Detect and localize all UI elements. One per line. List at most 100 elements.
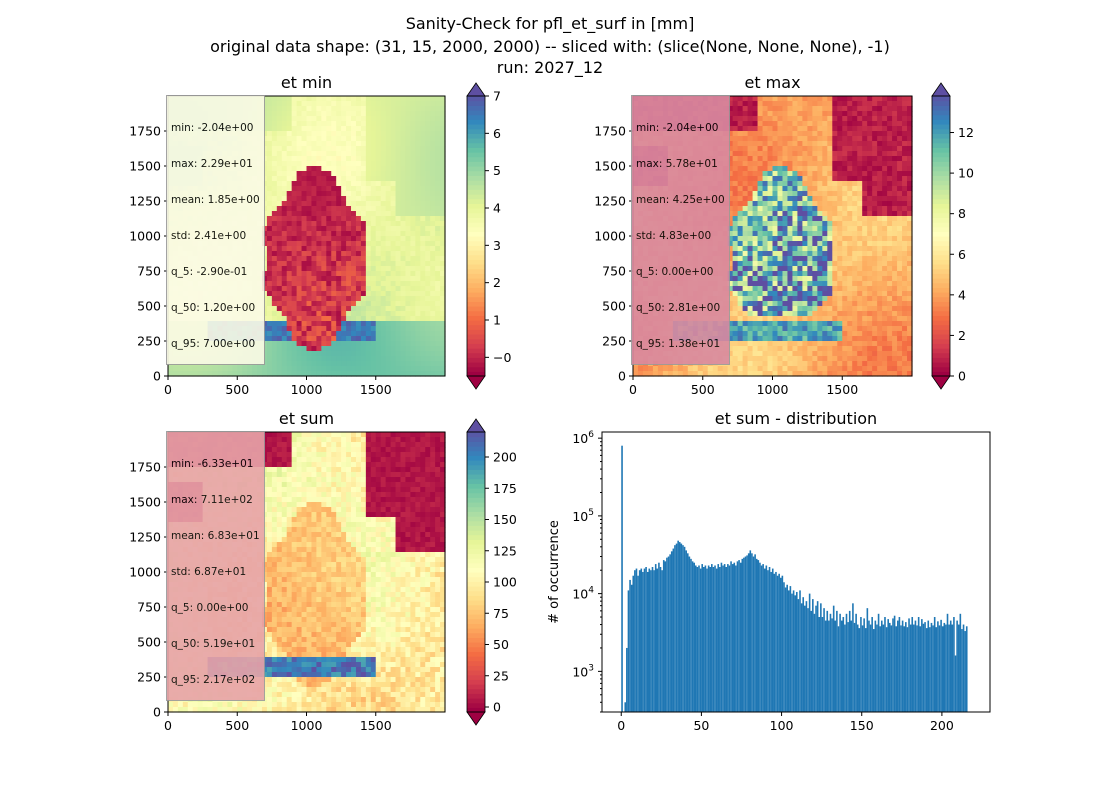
heatmap-cell xyxy=(355,251,362,257)
heatmap-cell xyxy=(817,116,823,122)
heatmap-cell xyxy=(892,216,898,222)
heatmap-cell xyxy=(757,171,764,177)
heatmap-cell xyxy=(742,216,749,222)
heatmap-cell xyxy=(296,111,303,117)
heatmap-cell xyxy=(346,326,352,332)
heatmap-cell xyxy=(360,306,367,312)
heatmap-cell xyxy=(752,221,759,227)
heatmap-cell xyxy=(882,146,888,152)
heatmap-cell xyxy=(360,256,367,262)
heatmap-cell xyxy=(355,171,362,177)
heatmap-cell xyxy=(370,266,377,272)
heatmap-cell xyxy=(792,201,799,207)
heatmap-cell xyxy=(370,321,377,327)
heatmap-cell xyxy=(767,156,774,162)
heatmap-cell xyxy=(281,101,288,107)
heatmap-cell xyxy=(395,306,402,312)
y-tick-label: 0 xyxy=(153,369,161,384)
heatmap-cell xyxy=(400,346,407,352)
heatmap-cell xyxy=(365,191,372,197)
heatmap-cell xyxy=(321,171,327,177)
heatmap-cell xyxy=(321,311,327,317)
heatmap-cell xyxy=(435,196,441,202)
heatmap-cell xyxy=(757,176,764,182)
heatmap-cell xyxy=(370,126,377,132)
heatmap-cell xyxy=(261,96,268,102)
heatmap-cell xyxy=(877,151,883,157)
heatmap-cell xyxy=(907,126,913,132)
heatmap-cell xyxy=(316,351,322,357)
heatmap-cell xyxy=(837,126,843,132)
heatmap-cell xyxy=(321,126,327,132)
heatmap-cell xyxy=(772,176,779,182)
heatmap-cell xyxy=(405,161,411,167)
heatmap-cell xyxy=(772,136,779,142)
heatmap-cell xyxy=(306,216,313,222)
heatmap-cell xyxy=(385,211,392,217)
heatmap-cell xyxy=(360,221,367,227)
heatmap-cell xyxy=(360,231,367,237)
heatmap-cell xyxy=(857,231,863,237)
heatmap-cell xyxy=(882,206,888,212)
heatmap-cell xyxy=(907,106,913,112)
heatmap-cell xyxy=(772,106,779,112)
heatmap-cell xyxy=(390,286,397,292)
heatmap-cell xyxy=(772,201,779,207)
heatmap-cell xyxy=(291,96,298,102)
heatmap-cell xyxy=(281,161,288,167)
heatmap-cell xyxy=(872,136,878,142)
heatmap-cell xyxy=(415,161,421,167)
heatmap-cell xyxy=(355,286,362,292)
heatmap-cell xyxy=(375,261,382,267)
heatmap-cell xyxy=(902,201,908,207)
heatmap-cell xyxy=(321,296,327,302)
heatmap-cell xyxy=(842,226,848,232)
heatmap-cell xyxy=(842,211,848,217)
heatmap-cell xyxy=(346,261,352,267)
heatmap-cell xyxy=(271,216,278,222)
heatmap-cell xyxy=(430,111,436,117)
heatmap-cell xyxy=(331,241,337,247)
heatmap-cell xyxy=(727,176,734,182)
heatmap-cell xyxy=(316,256,322,262)
heatmap-cell xyxy=(837,96,843,102)
heatmap-cell xyxy=(400,336,407,342)
heatmap-cell xyxy=(355,256,362,262)
heatmap-cell xyxy=(410,351,416,357)
heatmap-cell xyxy=(355,136,362,142)
heatmap-cell xyxy=(907,116,913,122)
heatmap-cell xyxy=(380,241,387,247)
heatmap-cell xyxy=(291,171,298,177)
heatmap-cell xyxy=(326,161,332,167)
heatmap-cell xyxy=(390,96,397,102)
heatmap-cell xyxy=(326,346,332,352)
heatmap-cell xyxy=(296,281,303,287)
heatmap-cell xyxy=(892,121,898,127)
heatmap-cell xyxy=(365,346,372,352)
heatmap-cell xyxy=(326,236,332,242)
heatmap-cell xyxy=(380,201,387,207)
heatmap-cell xyxy=(827,106,833,112)
heatmap-cell xyxy=(792,226,799,232)
heatmap-cell xyxy=(306,211,313,217)
heatmap-cell xyxy=(415,96,421,102)
heatmap-cell xyxy=(852,201,858,207)
heatmap-cell xyxy=(897,241,903,247)
heatmap-cell xyxy=(425,331,431,337)
heatmap-cell xyxy=(355,296,362,302)
heatmap-cell xyxy=(360,361,367,367)
heatmap-cell xyxy=(757,181,764,187)
heatmap-cell xyxy=(311,271,317,277)
heatmap-cell xyxy=(420,116,426,122)
heatmap-cell xyxy=(400,306,407,312)
heatmap-cell xyxy=(410,296,416,302)
heatmap-cell xyxy=(897,231,903,237)
heatmap-cell xyxy=(400,216,407,222)
heatmap-cell xyxy=(742,176,749,182)
heatmap-cell xyxy=(867,206,873,212)
heatmap-cell xyxy=(321,141,327,147)
heatmap-cell xyxy=(351,281,357,287)
heatmap-cell xyxy=(355,371,362,377)
heatmap-cell xyxy=(375,256,382,262)
heatmap-cell xyxy=(380,141,387,147)
